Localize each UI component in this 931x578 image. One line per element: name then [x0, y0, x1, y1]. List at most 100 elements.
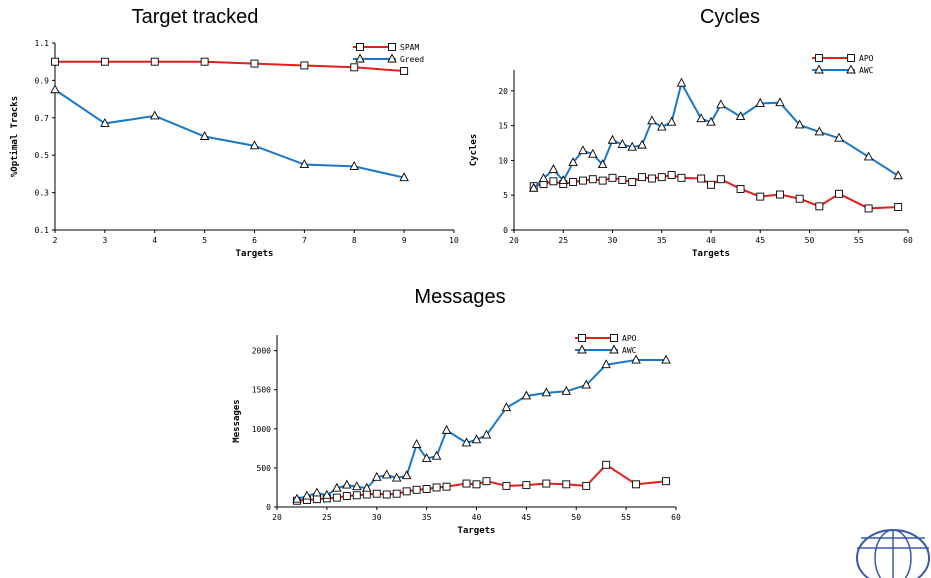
data-point	[677, 173, 686, 182]
x-tick-label: 9	[402, 236, 407, 245]
legend-marker	[814, 64, 824, 74]
data-point	[372, 489, 381, 498]
data-point	[662, 477, 670, 486]
y-tick-label: 5	[503, 191, 508, 200]
data-point	[578, 145, 588, 155]
x-tick-label: 8	[352, 236, 357, 245]
data-point	[697, 174, 706, 183]
data-point	[150, 110, 160, 120]
series-awc	[528, 77, 903, 192]
data-point	[581, 379, 591, 389]
data-point	[411, 438, 422, 448]
legend-marker	[610, 334, 618, 342]
data-point	[461, 437, 472, 447]
data-point	[706, 116, 716, 126]
data-point	[568, 157, 578, 166]
data-point	[569, 178, 578, 186]
data-point	[627, 141, 637, 151]
y-tick-label: 0.7	[35, 114, 50, 123]
data-point	[249, 140, 260, 150]
y-tick-label: 1000	[252, 425, 271, 434]
data-point	[352, 481, 362, 491]
y-tick-label: 0.9	[35, 76, 50, 85]
x-axis-label: Targets	[692, 249, 730, 259]
data-point	[835, 189, 843, 198]
y-axis-label: Cycles	[469, 134, 479, 167]
data-point	[814, 126, 825, 136]
y-tick-label: 1.1	[35, 39, 50, 48]
data-point	[250, 59, 259, 68]
data-point	[342, 479, 352, 489]
series-line-apo	[296, 463, 667, 502]
y-axis-label: %Optimal Tracks	[9, 96, 20, 177]
x-tick-label: 40	[706, 236, 716, 245]
data-point	[472, 480, 481, 489]
data-point	[521, 390, 532, 400]
legend-marker	[355, 53, 365, 63]
x-axis-label: Targets	[236, 249, 274, 259]
data-point	[349, 160, 359, 170]
data-point	[322, 489, 332, 499]
legend-marker	[388, 43, 396, 51]
data-point	[588, 175, 597, 184]
x-tick-label: 2	[53, 236, 58, 245]
globe-logo-icon	[856, 529, 930, 578]
data-point	[462, 479, 471, 488]
data-point	[558, 175, 568, 185]
x-tick-label: 5	[202, 236, 207, 245]
data-point	[362, 482, 372, 492]
data-point	[312, 495, 321, 504]
x-tick-label: 20	[509, 236, 519, 245]
target-tracked-chart: 2 3 4 5 6 7 8 9 10 0.1 0.3 0.5 0.7 0.9 1.1 Targets %Opti…	[9, 39, 459, 259]
legend-marker	[815, 54, 823, 62]
data-point	[776, 190, 784, 199]
x-tick-label: 10	[449, 236, 459, 245]
data-point	[50, 84, 60, 94]
data-point	[542, 479, 551, 488]
y-tick-label: 15	[498, 122, 508, 131]
chart-title-target-tracked: Target tracked	[131, 6, 259, 28]
x-tick-label: 55	[854, 236, 864, 245]
x-tick-label: 50	[571, 513, 581, 522]
chart-title-cycles: Cycles	[699, 6, 760, 28]
data-point	[666, 116, 677, 126]
series-spam	[51, 57, 409, 76]
data-point	[422, 485, 431, 493]
data-point	[442, 482, 451, 491]
x-tick-label: 45	[522, 513, 532, 522]
data-point	[391, 472, 402, 482]
x-tick-label: 50	[805, 236, 815, 245]
x-tick-label: 60	[903, 236, 913, 245]
data-point	[667, 171, 676, 179]
chart-title-messages: Messages	[414, 286, 506, 308]
data-point	[597, 159, 608, 169]
data-point	[707, 180, 715, 189]
data-point	[421, 453, 432, 462]
data-point	[631, 354, 641, 364]
x-tick-label: 40	[472, 513, 482, 522]
legend-marker	[847, 54, 855, 62]
data-point	[676, 77, 687, 87]
data-point	[431, 450, 442, 460]
legend-label: AWC	[859, 66, 874, 75]
data-point	[299, 159, 310, 169]
data-point	[794, 119, 805, 129]
data-point	[402, 487, 411, 496]
x-tick-label: 35	[657, 236, 667, 245]
data-point	[562, 480, 571, 489]
legend-marker	[609, 344, 619, 354]
data-point	[549, 177, 558, 186]
data-point	[548, 164, 559, 173]
data-point	[51, 57, 59, 66]
x-axis-label: Targets	[458, 526, 496, 536]
data-point	[582, 481, 591, 490]
data-point	[100, 117, 110, 127]
data-point	[292, 493, 302, 503]
data-point	[602, 460, 611, 469]
data-point	[588, 148, 598, 158]
data-point	[300, 61, 309, 70]
data-point	[302, 490, 312, 500]
data-point	[350, 63, 359, 72]
legend-label: APO	[859, 54, 874, 63]
data-point	[200, 57, 209, 66]
